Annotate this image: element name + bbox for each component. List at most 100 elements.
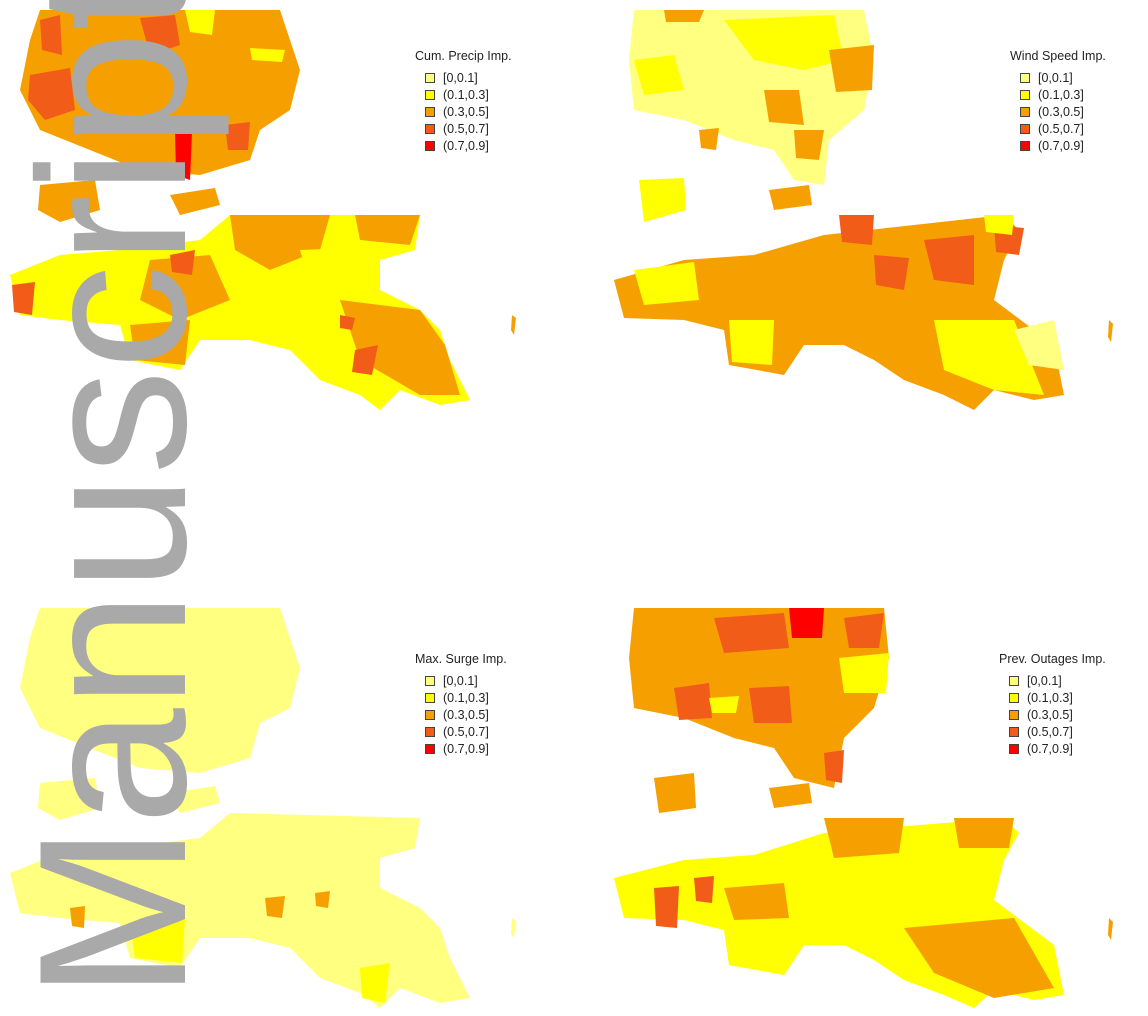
region-s-orange-2 xyxy=(904,918,1054,998)
legend-title: Wind Speed Imp. xyxy=(1010,49,1106,63)
legend-swatch xyxy=(425,726,435,737)
legend-item: [0,0.1] xyxy=(1009,672,1148,689)
legend-item: (0.1,0.3] xyxy=(425,689,565,706)
legend-item: (0.7,0.9] xyxy=(1009,740,1148,757)
legend-item: (0.5,0.7] xyxy=(425,723,565,740)
legend-item: [0,0.1] xyxy=(425,672,565,689)
legend-title: Cum. Precip Imp. xyxy=(415,49,512,63)
legend-swatch xyxy=(425,709,435,720)
legend-max-surge: Max. Surge Imp. [0,0.1] (0.1,0.3] (0.3,0… xyxy=(415,652,565,757)
region-s-orange-1 xyxy=(824,818,904,858)
region-n-yellow-1 xyxy=(724,15,844,70)
map-panel-wind-speed: Wind Speed Imp. [0,0.1] (0.1,0.3] (0.3,0… xyxy=(574,0,1148,508)
map-panel-cum-precip: Cum. Precip Imp. [0,0.1] (0.1,0.3] (0.3,… xyxy=(0,0,574,508)
legend-item: (0.1,0.3] xyxy=(425,86,565,103)
legend-item: (0.7,0.9] xyxy=(1020,137,1148,154)
legend-swatch xyxy=(425,106,435,117)
region-s-yellow-3 xyxy=(934,320,1044,395)
region-s-red-1 xyxy=(12,282,35,315)
legend-item: (0.1,0.3] xyxy=(1020,86,1148,103)
region-south-block xyxy=(10,813,470,1008)
region-mid-island-2 xyxy=(170,188,220,215)
legend-swatch xyxy=(425,692,435,703)
legend-label: (0.7,0.9] xyxy=(443,741,489,756)
legend-swatch xyxy=(1020,140,1030,151)
legend-label: [0,0.1] xyxy=(1038,70,1073,85)
legend-swatch xyxy=(425,72,435,83)
legend-label: (0.5,0.7] xyxy=(1027,724,1073,739)
region-n-yellow-2 xyxy=(634,55,684,95)
region-east-speck xyxy=(1108,320,1113,342)
region-mid-island-2 xyxy=(769,185,812,210)
legend-item: (0.5,0.7] xyxy=(1009,723,1148,740)
region-s-orange-3 xyxy=(724,883,789,920)
map-panel-prev-outages: Prev. Outages Imp. [0,0.1] (0.1,0.3] (0.… xyxy=(574,508,1148,1016)
region-n-yellow-2 xyxy=(709,696,739,713)
legend-label: (0.1,0.3] xyxy=(443,87,489,102)
region-n-red-4 xyxy=(749,686,792,723)
legend-title: Prev. Outages Imp. xyxy=(999,652,1106,666)
legend-swatch xyxy=(1020,89,1030,100)
region-s-orange-1 xyxy=(230,215,330,270)
region-mid-island-1 xyxy=(38,778,100,820)
region-s-orange-3 xyxy=(340,300,460,395)
region-east-speck xyxy=(511,918,516,938)
region-s-red-2 xyxy=(170,250,195,275)
region-s-orange-2 xyxy=(70,906,85,928)
legend-label: (0.1,0.3] xyxy=(443,690,489,705)
region-n-red-3 xyxy=(674,683,712,720)
legend-swatch xyxy=(1020,106,1030,117)
region-nw-patch xyxy=(28,68,75,120)
legend-label: [0,0.1] xyxy=(443,673,478,688)
legend-label: (0.3,0.5] xyxy=(1027,707,1073,722)
region-n-yellow-1 xyxy=(839,653,889,693)
region-s-orange-5 xyxy=(355,215,420,245)
legend-item: (0.3,0.5] xyxy=(1020,103,1148,120)
legend-item: (0.1,0.3] xyxy=(1009,689,1148,706)
legend-cum-precip: Cum. Precip Imp. [0,0.1] (0.1,0.3] (0.3,… xyxy=(415,49,565,154)
region-mid-island-1 xyxy=(654,773,696,813)
legend-item: (0.5,0.7] xyxy=(425,120,565,137)
legend-label: (0.1,0.3] xyxy=(1038,87,1084,102)
region-n-patch-2 xyxy=(40,15,62,55)
legend-title: Max. Surge Imp. xyxy=(415,652,507,666)
map-wind-speed xyxy=(614,10,1113,410)
region-s-yellow-1 xyxy=(130,920,185,963)
legend-label: (0.5,0.7] xyxy=(1038,121,1084,136)
region-mid-island-2 xyxy=(769,783,812,808)
legend-item: [0,0.1] xyxy=(425,69,565,86)
region-north-block xyxy=(20,608,300,773)
map-cum-precip xyxy=(10,10,516,410)
region-mid-island-2 xyxy=(170,786,220,813)
region-s-red-3 xyxy=(352,345,378,375)
region-s-yellow-2 xyxy=(360,963,390,1003)
map-prev-outages xyxy=(614,608,1113,1008)
legend-label: (0.3,0.5] xyxy=(443,707,489,722)
legend-label: [0,0.1] xyxy=(443,70,478,85)
region-s-red-1 xyxy=(654,886,679,928)
legend-swatch xyxy=(1020,123,1030,134)
legend-label: (0.3,0.5] xyxy=(443,104,489,119)
region-n-red-1 xyxy=(714,613,789,653)
legend-label: (0.5,0.7] xyxy=(443,121,489,136)
legend-swatch xyxy=(1020,72,1030,83)
legend-label: (0.1,0.3] xyxy=(1027,690,1073,705)
region-s-orange-2 xyxy=(140,255,230,320)
legend-label: (0.7,0.9] xyxy=(1038,138,1084,153)
legend-prev-outages: Prev. Outages Imp. [0,0.1] (0.1,0.3] (0.… xyxy=(999,652,1148,757)
legend-item: [0,0.1] xyxy=(1020,69,1148,86)
region-s-yellow-2 xyxy=(634,262,699,305)
region-east-speck xyxy=(511,315,516,335)
region-n-patch-6 xyxy=(250,48,285,62)
legend-swatch xyxy=(1009,675,1019,686)
region-east-speck xyxy=(1108,918,1113,940)
region-s-orange-4 xyxy=(130,320,190,365)
legend-item: (0.7,0.9] xyxy=(425,740,565,757)
region-s-red-2 xyxy=(924,235,974,285)
legend-swatch xyxy=(425,743,435,754)
region-n-orange-2 xyxy=(764,90,804,125)
region-n-patch-4 xyxy=(175,130,192,180)
region-s-yellow-1 xyxy=(300,248,355,285)
region-n-red-6 xyxy=(844,613,884,648)
region-n-orange-4 xyxy=(699,128,719,150)
